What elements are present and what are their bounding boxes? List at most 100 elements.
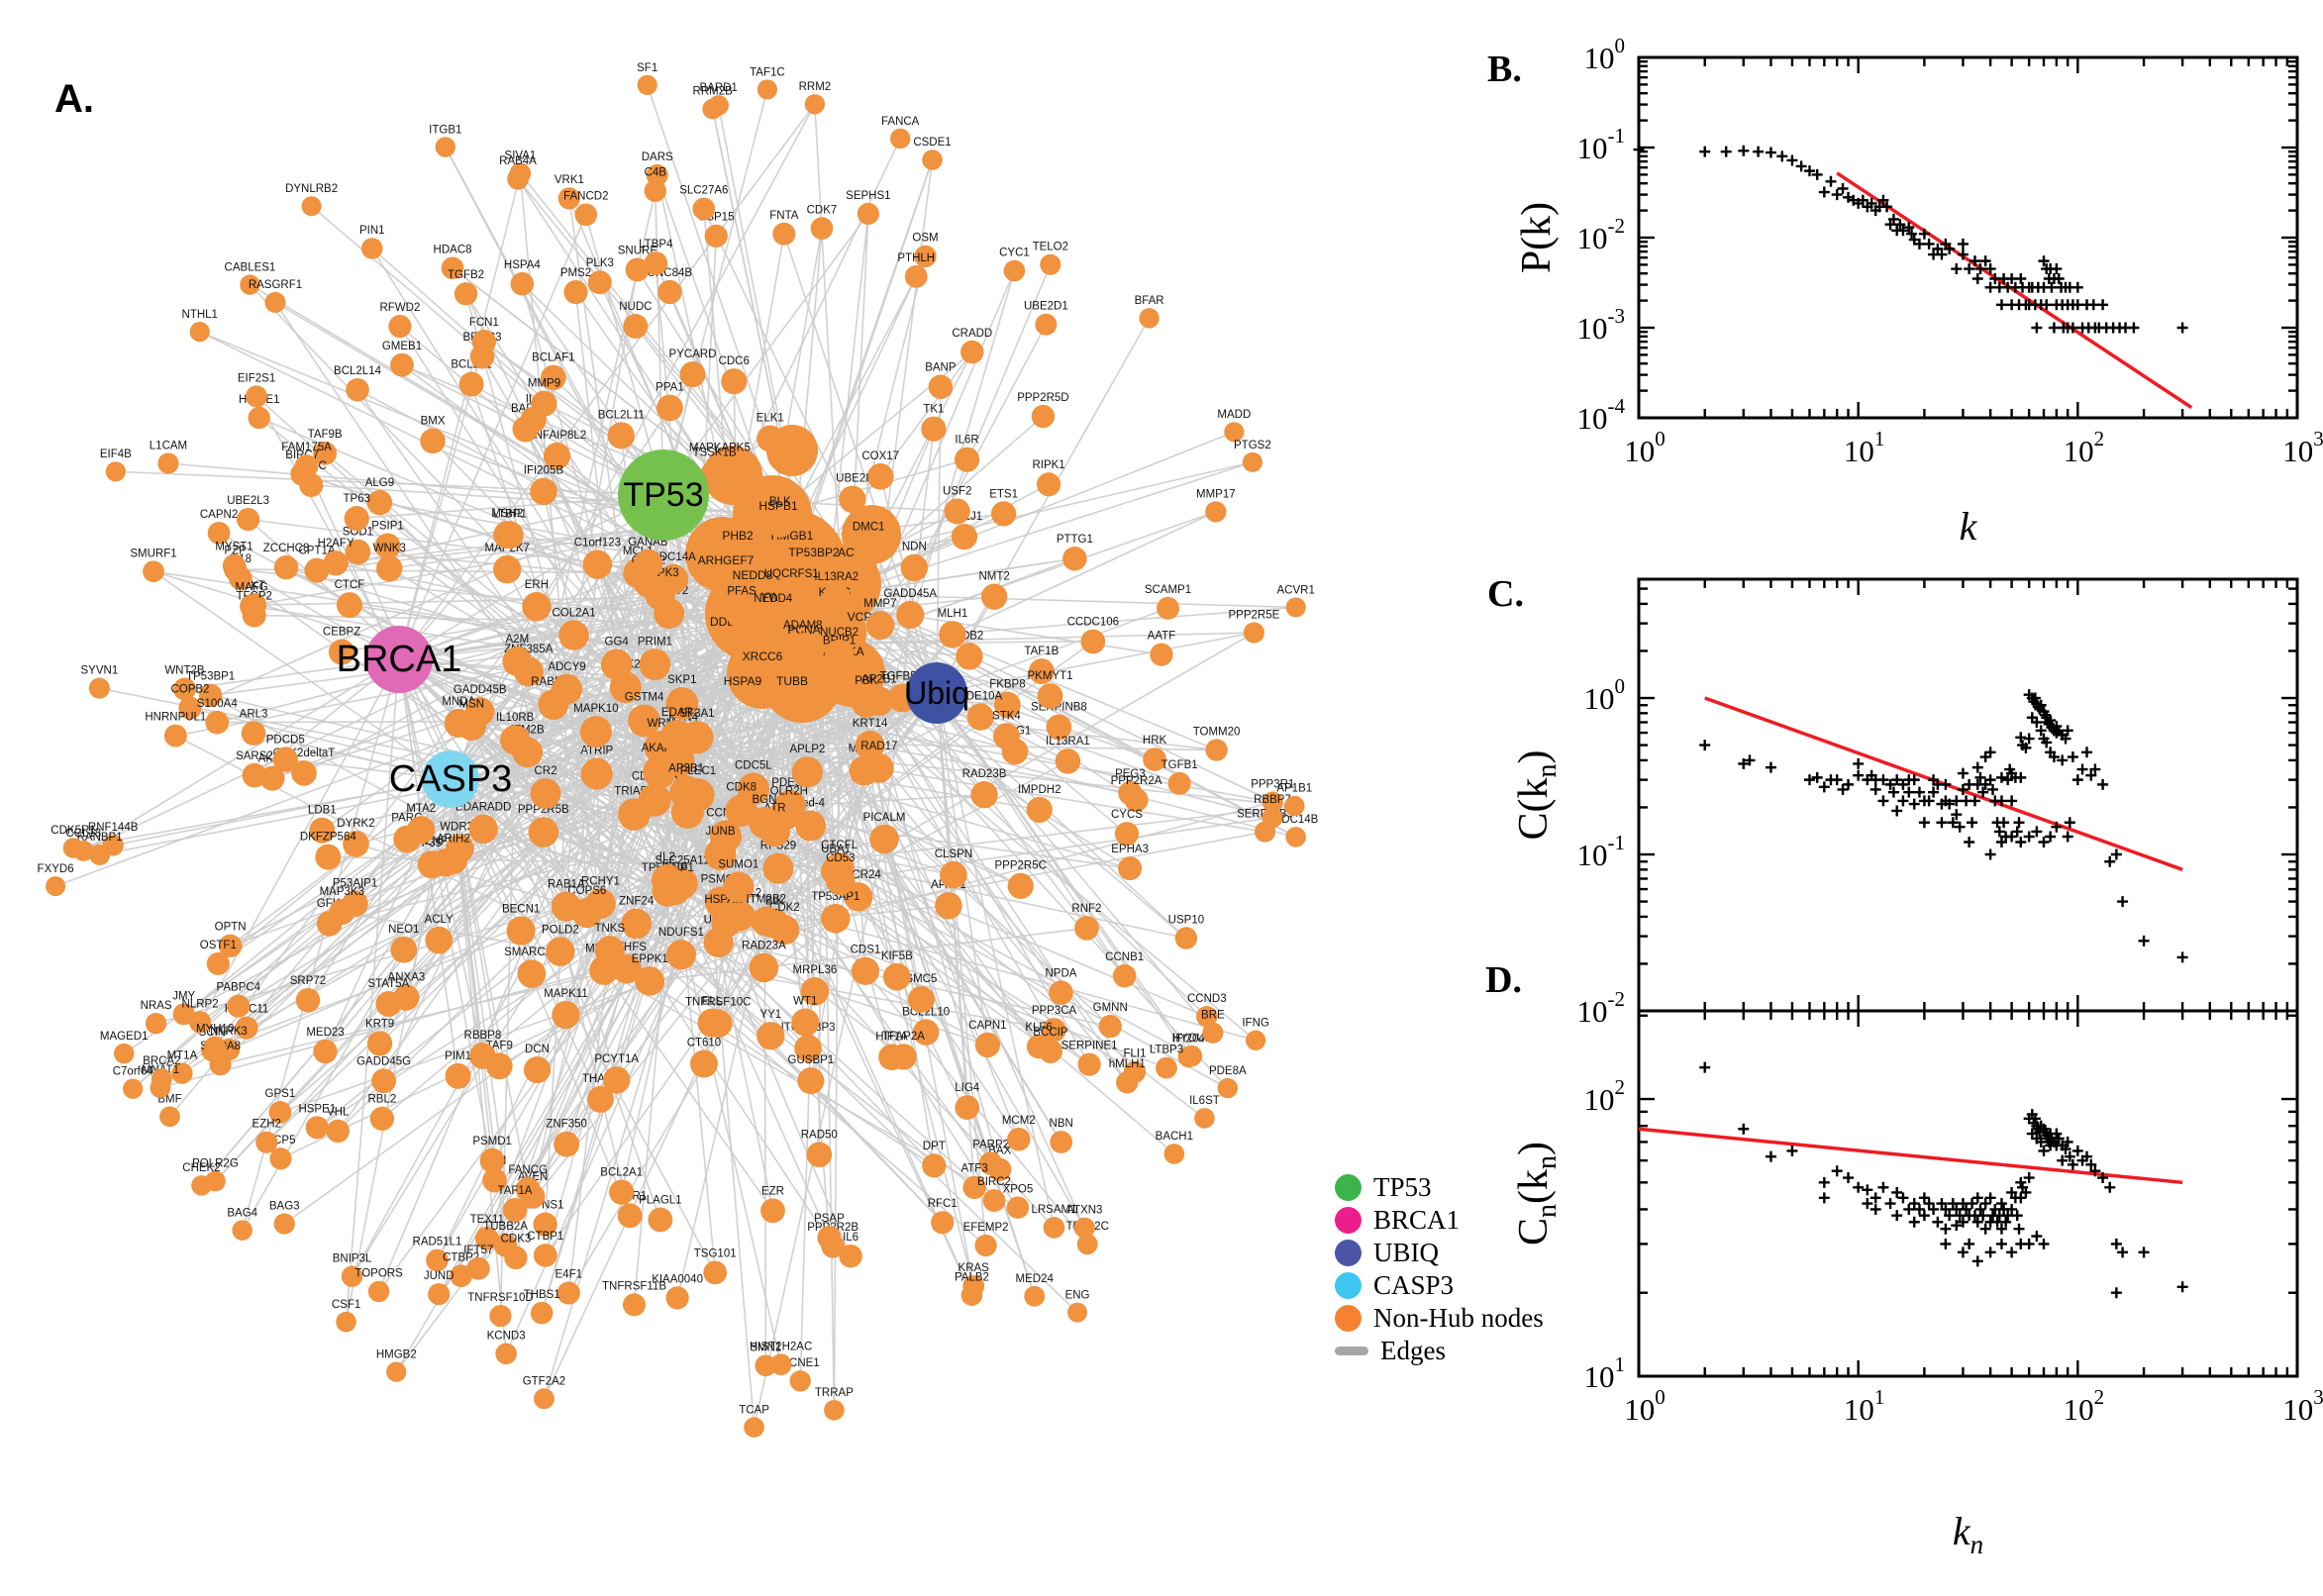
network-node (1076, 1234, 1098, 1255)
network-node-label: THBS1 (524, 1289, 560, 1301)
network-node-label: GPS1 (265, 1088, 296, 1100)
network-node (760, 1198, 785, 1224)
network-node-label: ETS1 (989, 488, 1018, 500)
network-node (787, 633, 818, 663)
network-node (978, 1151, 1003, 1175)
network-node-label: COX17 (861, 450, 899, 462)
network-node-label: SNURF (618, 245, 657, 256)
network-node (328, 639, 355, 665)
network-node-label: JUNB (705, 826, 735, 838)
network-node (489, 1304, 512, 1328)
network-node (992, 723, 1020, 750)
network-node (206, 951, 230, 975)
panel-label-b: B. (1487, 49, 1522, 90)
network-node (1031, 404, 1056, 429)
network-node (851, 956, 880, 985)
network-node-label: ALG9 (365, 477, 394, 489)
network-node (757, 425, 784, 452)
network-node-label: SF3A1 (679, 708, 714, 720)
network-node (657, 279, 682, 305)
y-tick-label: 100 (1584, 34, 1626, 75)
network-node-label: DMC1 (853, 521, 885, 533)
network-node (143, 560, 164, 583)
network-node-label: OPTN (215, 922, 247, 934)
network-node (896, 600, 925, 630)
network-node-label: KRAS (959, 1262, 990, 1274)
network-node (72, 840, 94, 861)
network-node-label: HSPE1 (298, 1103, 336, 1115)
network-node-label: BNIP3L (333, 1252, 372, 1264)
y-tick-label: 102 (1584, 1075, 1626, 1117)
network-node (644, 179, 666, 202)
network-node (163, 724, 187, 748)
network-node (751, 906, 781, 937)
y-tick-label: 10-1 (1577, 124, 1626, 165)
network-node (510, 271, 535, 296)
x-tick-label: 100 (1624, 1385, 1666, 1427)
brca1-hub-swatch-icon (1335, 1207, 1362, 1234)
network-node-label: MRPL36 (793, 964, 838, 976)
network-node (956, 643, 983, 670)
network-node-label: TELO2 (1033, 242, 1068, 253)
network-node-label: GSTM4 (625, 692, 664, 704)
network-node (1177, 1046, 1200, 1068)
network-node (749, 806, 780, 839)
nonhub-node-swatch-icon (1335, 1305, 1362, 1332)
network-node-label: NTHL1 (182, 309, 218, 321)
cluster-node-label: XRCC6 (743, 649, 783, 663)
network-node-label: PYCARD (669, 349, 717, 360)
network-node-label: TP53AP1 (811, 891, 859, 903)
network-node (240, 274, 260, 295)
network-node (825, 865, 856, 895)
network-node-label: PRIM1 (638, 636, 672, 648)
network-node (1116, 1071, 1139, 1094)
network-node (1194, 1108, 1215, 1129)
network-node-label: STAT5A (368, 978, 410, 990)
network-node-label: CDK3 (501, 1234, 532, 1246)
network-node-label: NPDA (1046, 967, 1077, 979)
network-node (587, 270, 612, 295)
network-node-label: GUSBP1 (788, 1054, 835, 1066)
network-node (769, 1353, 792, 1376)
network-node-label: USF2 (943, 485, 971, 497)
network-node (935, 892, 962, 920)
network-node (1040, 253, 1061, 275)
network-node-label: RRM2B (693, 86, 734, 98)
network-node (721, 368, 748, 395)
network-node (744, 1417, 764, 1438)
network-node (822, 584, 852, 614)
network-node (439, 846, 468, 874)
network-node (594, 936, 625, 966)
network-node-label: BACH1 (1156, 1131, 1193, 1143)
network-node (865, 611, 895, 641)
network-node (326, 1119, 350, 1144)
network-node-label: ZNF24 (619, 896, 655, 908)
network-node (1035, 313, 1058, 336)
network-node (1202, 1022, 1224, 1044)
network-node (665, 940, 697, 970)
legend-item-edges: Edges (1335, 1335, 1544, 1367)
network-node-label: MSN (458, 699, 484, 711)
network-node-label: RAD23B (962, 768, 1007, 780)
network-node-label: KIF5B (881, 950, 913, 962)
network-node-label: A2M (506, 634, 530, 646)
network-node (46, 876, 66, 897)
network-node (507, 168, 529, 190)
network-node (960, 340, 984, 364)
plot-frame (1637, 55, 2299, 420)
network-node (531, 390, 557, 417)
network-node-label: CSDE1 (913, 137, 951, 149)
network-node (178, 696, 202, 720)
network-node-label: BIK (765, 896, 784, 908)
network-node-label: HIST2H2AC (750, 1341, 812, 1352)
network-node-label: H2AFY (318, 538, 354, 549)
network-node-label: WNT2B (164, 664, 205, 676)
network-node (273, 1213, 295, 1235)
cluster-node-label: ARHGEF7 (698, 553, 755, 567)
network-node (323, 550, 349, 576)
network-node (1046, 714, 1072, 741)
hub-node-tp53 (618, 449, 709, 541)
network-node (914, 245, 937, 268)
plot-panel-c: 100 10-1 10-2 C(kn) (1511, 577, 2299, 1029)
network-node-label: NDUFS1 (658, 927, 704, 939)
